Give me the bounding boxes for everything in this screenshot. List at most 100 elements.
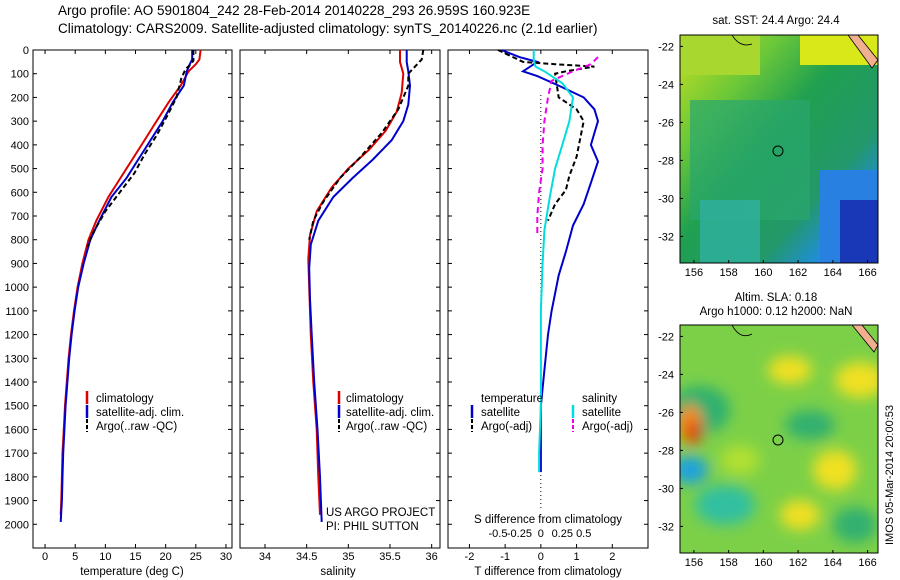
s-tick-label: 0.25 [552, 528, 573, 540]
x-tick-label: 25 [190, 551, 202, 563]
series-line-satellite [501, 49, 600, 473]
x-tick-label: 0 [42, 551, 48, 563]
x-tick-label: 34.5 [296, 551, 317, 563]
x-tick-label: 35.5 [379, 551, 400, 563]
difference-axes [447, 49, 649, 549]
map-x-tick-label: 160 [754, 267, 772, 279]
map-y-tick-label: -30 [658, 193, 674, 205]
imos-timestamp: IMOS 05-Mar-2014 20:00:53 [884, 405, 896, 545]
map-x-tick-label: 164 [824, 557, 842, 569]
map-x-tick-label: 156 [685, 267, 703, 279]
y-tick-label: 300 [11, 116, 29, 128]
x-tick-label: -1 [500, 551, 510, 563]
y-tick-label: 1100 [5, 306, 29, 318]
y-tick-label: 1500 [5, 401, 29, 413]
temperature-axes [32, 49, 233, 549]
x-tick-label: -2 [465, 551, 475, 563]
temperature-x-label: temperature (deg C) [80, 566, 184, 578]
y-tick-label: 2000 [5, 519, 29, 531]
y-tick-label: 0 [23, 45, 29, 57]
sst-map-frame [679, 34, 879, 264]
map-y-tick-label: -22 [658, 331, 674, 343]
series-line-argo--adj- [536, 56, 599, 235]
y-tick-label: 900 [11, 258, 29, 270]
y-tick-label: 200 [11, 92, 29, 104]
legend-argo: Argo(..raw -QC) [96, 421, 177, 433]
sst-map-ticks: 156 158 160 162 164 166 -22 -24 -26 -28 -30 -32 [658, 41, 877, 279]
legend-s-argo: Argo(-adj) [582, 421, 633, 433]
x-tick-label: 30 [220, 551, 232, 563]
y-tick-label: 1000 [5, 282, 29, 294]
series-line-satellite [532, 50, 575, 473]
sla-map-subtitle: Argo h1000: 0.12 h2000: NaN [700, 306, 853, 318]
map-x-tick-label: 156 [685, 557, 703, 569]
salinity-x-label: salinity [320, 566, 355, 578]
map-y-tick-label: -26 [658, 117, 674, 129]
map-y-tick-label: -28 [658, 155, 674, 167]
legend-satellite-adj: satellite-adj. clim. [96, 407, 184, 419]
x-tick-label: 20 [160, 551, 172, 563]
y-tick-label: 1400 [5, 377, 29, 389]
map-x-tick-label: 158 [719, 267, 737, 279]
map-y-tick-label: -24 [658, 369, 674, 381]
series-line-argo---raw--qc- [86, 50, 195, 248]
legend-temperature-header: temperature [481, 393, 543, 405]
depth-axis-ticks: 0 100 200 300 400 500 600 700 800 900 1000 1100 1200… [5, 45, 648, 531]
sla-map-title: Altim. SLA: 0.18 [735, 292, 817, 304]
sst-map [680, 35, 878, 263]
map-y-tick-label: -32 [658, 231, 674, 243]
map-y-tick-label: -24 [658, 79, 674, 91]
map-x-tick-label: 164 [824, 267, 842, 279]
map-x-tick-label: 160 [754, 557, 772, 569]
series-line-satellite-adj--clim- [308, 50, 412, 522]
series-line-argo---raw--qc- [308, 49, 425, 240]
y-tick-label: 700 [11, 211, 29, 223]
x-tick-label: 10 [99, 551, 111, 563]
salinity-axes [239, 49, 441, 549]
map-y-tick-label: -28 [658, 445, 674, 457]
legend-t-argo: Argo(-adj) [481, 421, 532, 433]
temperature-legend: climatology satellite-adj. clim. Argo(..… [85, 391, 184, 433]
s-tick-label: -0.25 [507, 528, 532, 540]
map-y-tick-label: -30 [658, 483, 674, 495]
y-tick-label: 1200 [5, 330, 29, 342]
s-tick-label: -0.5 [489, 528, 508, 540]
legend-salinity-header: salinity [582, 393, 617, 405]
x-tick-label: 36 [426, 551, 438, 563]
x-tick-label: 15 [129, 551, 141, 563]
legend-climatology: climatology [96, 393, 154, 405]
s-difference-x-label: S difference from climatology [474, 514, 622, 526]
map-x-tick-label: 158 [719, 557, 737, 569]
title-line-1: Argo profile: AO 5901804_242 28-Feb-2014… [58, 3, 531, 18]
pi-annotation: PI: PHIL SUTTON [326, 521, 419, 533]
y-tick-label: 400 [11, 140, 29, 152]
map-x-tick-label: 166 [858, 557, 876, 569]
legend-climatology: climatology [346, 393, 404, 405]
x-tick-label: 34 [259, 551, 271, 563]
project-annotation: US ARGO PROJECT [326, 507, 435, 519]
difference-legend: temperature salinity satellite Argo(-adj… [470, 393, 633, 433]
title-line-2: Climatology: CARS2009. Satellite-adjuste… [58, 21, 598, 36]
difference-plot: -2 -1 0 1 2 -0.5 -0.25 0 0.25 0.5 [465, 49, 615, 563]
temperature-plot: 0 5 10 15 20 25 30 [42, 49, 232, 563]
legend-t-satellite: satellite [481, 407, 520, 419]
sla-map [680, 325, 878, 553]
x-tick-label: 2 [609, 551, 615, 563]
x-tick-label: 0 [538, 551, 544, 563]
y-tick-label: 1300 [5, 353, 29, 365]
y-tick-label: 600 [11, 187, 29, 199]
salinity-legend: climatology satellite-adj. clim. Argo(..… [337, 391, 434, 433]
y-tick-label: 800 [11, 235, 29, 247]
salinity-plot: 34 34.5 35 35.5 36 [259, 49, 438, 563]
legend-satellite-adj: satellite-adj. clim. [346, 407, 434, 419]
y-tick-label: 1900 [5, 496, 29, 508]
x-tick-label: 1 [574, 551, 580, 563]
legend-s-satellite: satellite [582, 407, 621, 419]
map-x-tick-label: 162 [789, 557, 807, 569]
y-tick-label: 1700 [5, 448, 29, 460]
sst-map-title: sat. SST: 24.4 Argo: 24.4 [712, 15, 840, 27]
legend-argo: Argo(..raw -QC) [346, 421, 427, 433]
y-tick-label: 1800 [5, 472, 29, 484]
sla-map-ticks: 156 158 160 162 164 166 -22 -24 -26 -28 -30 -32 [658, 331, 877, 569]
